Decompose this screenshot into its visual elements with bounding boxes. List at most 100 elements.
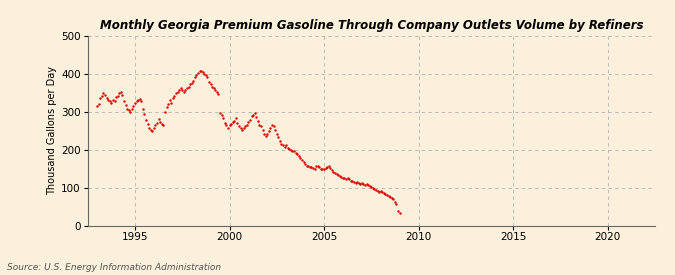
Point (355, 182, 366, 186)
Point (252, 119, 263, 123)
Point (267, 122, 277, 127)
Point (246, 114, 257, 119)
Point (362, 183, 373, 187)
Point (348, 180, 359, 185)
Point (152, 121, 163, 125)
Point (157, 122, 167, 126)
Point (317, 167, 328, 172)
Point (232, 121, 243, 125)
Point (164, 97, 175, 102)
Point (391, 202, 402, 207)
Point (101, 96, 112, 100)
Point (314, 165, 325, 169)
Point (249, 111, 260, 116)
Point (134, 97, 145, 101)
Point (268, 124, 279, 128)
Point (191, 73, 202, 78)
Text: Source: U.S. Energy Information Administration: Source: U.S. Energy Information Administ… (7, 263, 221, 272)
Point (261, 134, 271, 138)
Point (251, 115, 262, 119)
Point (204, 80, 215, 84)
Point (112, 94, 123, 98)
Point (155, 120, 165, 125)
Point (259, 131, 269, 136)
Point (215, 111, 225, 116)
Point (130, 101, 140, 106)
Point (381, 192, 392, 197)
Point (286, 147, 296, 152)
Point (301, 163, 312, 168)
Point (244, 118, 255, 122)
Point (199, 72, 210, 76)
Point (295, 156, 306, 160)
Point (209, 86, 219, 90)
Point (186, 81, 197, 85)
Point (111, 95, 122, 100)
Point (213, 92, 224, 97)
Point (150, 123, 161, 128)
Point (97, 94, 107, 99)
Point (383, 193, 394, 198)
Point (133, 97, 144, 102)
Point (93, 102, 104, 106)
Point (92, 104, 103, 108)
Point (309, 166, 320, 171)
Point (375, 189, 386, 193)
Point (327, 168, 338, 172)
Point (303, 164, 314, 169)
Point (358, 182, 369, 186)
Point (294, 154, 304, 159)
Point (352, 180, 362, 185)
Point (262, 131, 273, 136)
Point (257, 128, 268, 132)
Point (180, 88, 191, 93)
Point (163, 102, 173, 106)
Point (298, 160, 309, 164)
Point (182, 86, 192, 90)
Point (292, 152, 302, 156)
Y-axis label: Thousand Gallons per Day: Thousand Gallons per Day (47, 66, 57, 195)
Point (223, 125, 234, 130)
Point (350, 181, 361, 185)
Point (367, 186, 378, 190)
Point (167, 96, 178, 100)
Point (325, 166, 335, 170)
Point (265, 126, 276, 131)
Point (234, 124, 244, 128)
Point (224, 123, 235, 128)
Point (296, 158, 307, 163)
Point (106, 101, 117, 106)
Point (270, 128, 281, 132)
Point (138, 106, 148, 111)
Point (194, 69, 205, 74)
Point (172, 90, 183, 94)
Point (185, 82, 196, 87)
Point (243, 120, 254, 125)
Point (230, 116, 241, 121)
Point (323, 163, 334, 168)
Point (308, 166, 319, 170)
Point (128, 104, 139, 109)
Point (95, 96, 106, 101)
Point (353, 181, 364, 185)
Point (115, 90, 126, 94)
Point (145, 128, 156, 132)
Point (103, 98, 113, 103)
Point (338, 175, 348, 180)
Point (114, 91, 125, 96)
Point (256, 124, 267, 128)
Point (306, 165, 317, 169)
Point (178, 90, 189, 94)
Point (98, 91, 109, 96)
Point (287, 149, 298, 153)
Point (372, 188, 383, 193)
Point (109, 99, 120, 103)
Point (386, 196, 397, 200)
Point (166, 100, 177, 105)
Point (364, 184, 375, 188)
Point (221, 123, 232, 128)
Point (192, 71, 203, 75)
Point (313, 163, 323, 168)
Point (271, 131, 282, 136)
Point (183, 84, 194, 89)
